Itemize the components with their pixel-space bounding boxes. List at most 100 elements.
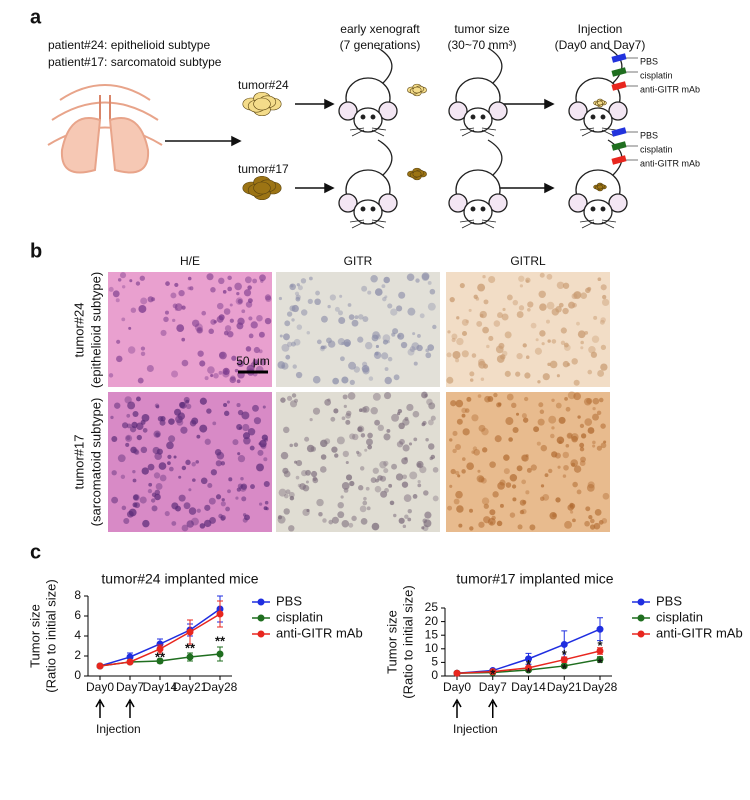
- cell-nucleus: [555, 402, 562, 409]
- cell-nucleus: [556, 374, 560, 378]
- syringe: [611, 127, 627, 137]
- cell-nucleus: [155, 404, 160, 409]
- cell-nucleus: [452, 448, 457, 454]
- cell-nucleus: [547, 339, 551, 343]
- cell-nucleus: [562, 451, 570, 459]
- cell-nucleus: [277, 515, 286, 524]
- y-axis-label: Tumor size: [27, 604, 42, 668]
- cell-nucleus: [260, 279, 264, 283]
- cell-nucleus: [121, 285, 126, 289]
- cell-nucleus: [316, 339, 322, 345]
- cell-nucleus: [302, 484, 310, 492]
- cell-nucleus: [154, 452, 163, 461]
- cell-nucleus: [380, 490, 388, 498]
- cell-nucleus: [281, 362, 289, 370]
- cell-nucleus: [564, 344, 571, 351]
- cell-nucleus: [220, 461, 226, 466]
- cell-nucleus: [479, 310, 487, 319]
- cell-nucleus: [465, 319, 469, 324]
- step-title: tumor size: [454, 22, 510, 36]
- cell-nucleus: [415, 278, 420, 283]
- cell-nucleus: [450, 468, 456, 475]
- cell-nucleus: [237, 298, 243, 304]
- cell-nucleus: [480, 377, 485, 381]
- cell-nucleus: [455, 358, 460, 363]
- cell-nucleus: [539, 409, 545, 415]
- cell-nucleus: [201, 310, 207, 316]
- cell-nucleus: [237, 483, 243, 489]
- cell-nucleus: [535, 338, 539, 342]
- cell-nucleus: [594, 508, 602, 516]
- whiskers: [349, 127, 387, 137]
- cell-nucleus: [339, 294, 343, 298]
- y-axis-label: (Ratio to initial size): [43, 579, 58, 692]
- data-point: [126, 658, 134, 666]
- treatment-label: anti-GITR mAb: [640, 84, 700, 94]
- mouse: [338, 139, 398, 229]
- injection-arrow: [125, 698, 135, 718]
- cell-nucleus: [206, 408, 212, 414]
- cell-nucleus: [121, 505, 127, 511]
- cell-nucleus: [387, 356, 393, 362]
- cell-nucleus: [207, 482, 213, 489]
- cell-nucleus: [345, 460, 349, 465]
- cell-nucleus: [126, 423, 132, 429]
- significance-mark: **: [215, 633, 226, 648]
- cell-nucleus: [593, 522, 601, 530]
- cell-nucleus: [126, 510, 134, 518]
- cell-nucleus: [213, 372, 219, 379]
- cell-nucleus: [493, 392, 498, 398]
- cell-nucleus: [482, 447, 488, 453]
- panel-label: a: [30, 6, 42, 28]
- data-point: [453, 669, 461, 677]
- cell-nucleus: [577, 330, 586, 339]
- cell-nucleus: [197, 327, 203, 334]
- cell-nucleus: [348, 522, 354, 528]
- cell-nucleus: [114, 402, 121, 409]
- cell-nucleus: [130, 446, 137, 454]
- cell-nucleus: [521, 479, 527, 485]
- data-point: [186, 628, 194, 636]
- tumor-blob: [596, 184, 604, 190]
- cell-nucleus: [175, 505, 181, 512]
- cell-nucleus: [229, 318, 234, 323]
- mouse-ear: [488, 101, 508, 121]
- cell-nucleus: [168, 435, 176, 443]
- cell-nucleus: [309, 418, 313, 422]
- cell-nucleus: [122, 422, 129, 429]
- cell-nucleus: [493, 320, 501, 327]
- cell-nucleus: [285, 354, 291, 360]
- cell-nucleus: [512, 426, 519, 434]
- cell-nucleus: [451, 337, 456, 343]
- cell-nucleus: [147, 488, 153, 494]
- cell-nucleus: [117, 454, 126, 463]
- cell-nucleus: [297, 285, 303, 291]
- cell-nucleus: [489, 509, 496, 516]
- cell-nucleus: [451, 333, 458, 340]
- cell-nucleus: [241, 411, 250, 420]
- cell-nucleus: [234, 282, 242, 291]
- mouse-ear: [488, 193, 508, 213]
- syringe: [611, 155, 627, 165]
- cell-nucleus: [539, 303, 547, 311]
- cell-nucleus: [577, 415, 581, 419]
- x-tick-label: Day21: [547, 680, 582, 694]
- cell-nucleus: [295, 460, 303, 467]
- y-tick-label: 0: [74, 668, 81, 682]
- cell-nucleus: [365, 486, 370, 491]
- cell-nucleus: [462, 457, 466, 461]
- cell-nucleus: [116, 355, 123, 363]
- cell-nucleus: [461, 330, 468, 337]
- cell-nucleus: [137, 377, 144, 384]
- row-label: (sarcomatoid subtype): [88, 398, 103, 527]
- cell-nucleus: [312, 407, 321, 415]
- cell-nucleus: [236, 487, 241, 492]
- cell-nucleus: [134, 502, 141, 509]
- cell-nucleus: [563, 464, 569, 471]
- cell-nucleus: [585, 506, 591, 512]
- cell-nucleus: [199, 424, 208, 433]
- cell-nucleus: [174, 307, 178, 311]
- cell-nucleus: [502, 307, 506, 312]
- cell-nucleus: [320, 454, 327, 460]
- cell-nucleus: [517, 524, 523, 530]
